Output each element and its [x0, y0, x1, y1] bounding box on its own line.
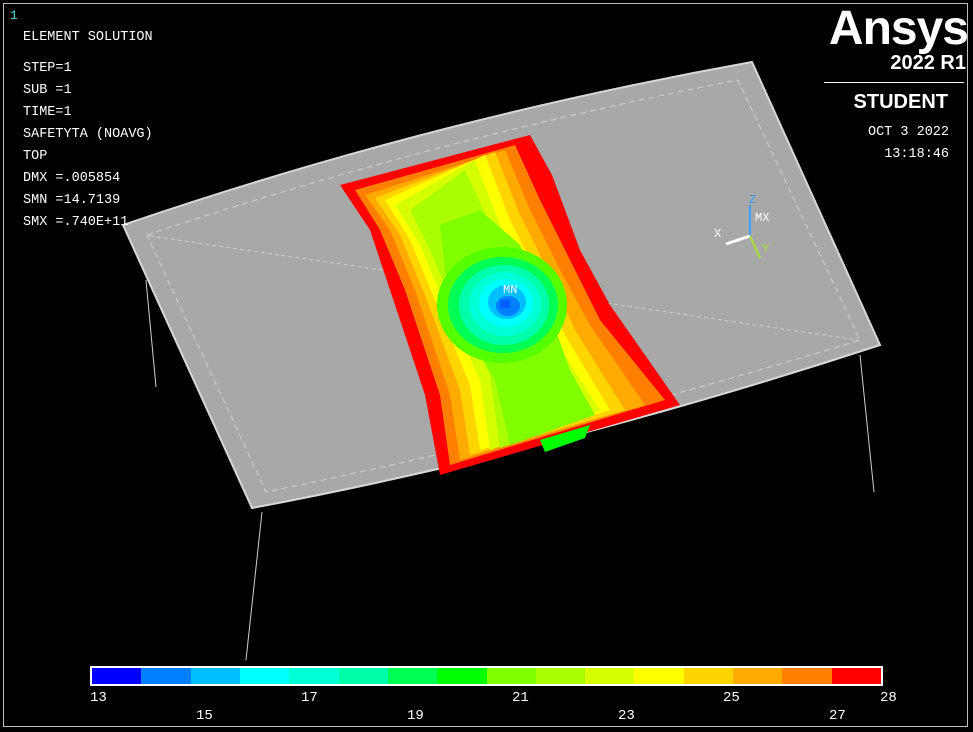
legend-swatch-15 [831, 668, 881, 684]
legend-swatch-3 [239, 668, 290, 684]
logo-word: Ansys [828, 2, 969, 55]
triad-x-label: X [714, 227, 722, 241]
legend-swatch-14 [782, 668, 832, 684]
viewport-frame [3, 3, 968, 727]
support-line [145, 279, 157, 388]
datetime: OCT 3 2022 13:18:46 [868, 125, 949, 169]
logo-divider [824, 82, 964, 83]
legend-swatch-1 [141, 668, 191, 684]
triad-z-label: Z [749, 193, 757, 207]
date-label: OCT 3 2022 [867, 125, 949, 140]
contour-band [340, 135, 680, 475]
legend-swatch-0 [92, 668, 142, 684]
time-label: 13:18:46 [884, 147, 949, 162]
legend-swatch-7 [437, 668, 487, 684]
coordinate-triad [725, 205, 761, 259]
legend-tick: 17 [301, 690, 318, 706]
legend-swatch-8 [486, 668, 536, 684]
info-step: STEP=1 [23, 61, 72, 76]
logo-version: 2022 R1 [890, 52, 966, 74]
info-result: SAFETYTA (NOAVG) [23, 127, 153, 142]
info-title: ELEMENT SOLUTION [23, 30, 153, 45]
logo-edition: STUDENT [853, 91, 948, 113]
window-number: 1 [10, 8, 18, 23]
legend-swatch-5 [338, 668, 388, 684]
legend-swatch-10 [585, 668, 635, 684]
legend-tick: 13 [90, 690, 107, 706]
support-line [245, 511, 263, 661]
info-time: TIME=1 [23, 105, 72, 120]
support-line [859, 354, 875, 493]
ansys-logo: Ansys 2022 R1 [822, 2, 969, 75]
legend-tick: 19 [407, 708, 424, 724]
legend-swatch-4 [289, 668, 339, 684]
legend-tick: 25 [723, 690, 740, 706]
contour-legend [90, 666, 883, 686]
info-dmx: DMX =.005854 [23, 171, 121, 186]
triad-y-label: Y [762, 242, 770, 256]
legend-swatch-2 [190, 668, 240, 684]
legend-tick: 23 [618, 708, 635, 724]
legend-swatch-13 [733, 668, 783, 684]
legend-swatch-11 [634, 668, 684, 684]
max-label: MX [755, 211, 770, 225]
info-layer: TOP [23, 149, 48, 164]
legend-tick: 28 [880, 690, 897, 706]
min-label: MN [503, 283, 518, 297]
info-smx: SMX =.740E+11 [23, 215, 129, 230]
legend-tick: 27 [829, 708, 846, 724]
info-sub: SUB =1 [23, 83, 72, 98]
result-info: ELEMENT SOLUTION STEP=1 SUB =1 TIME=1 SA… [23, 31, 153, 238]
legend-tick: 21 [512, 690, 529, 706]
legend-swatch-9 [535, 668, 586, 684]
legend-swatch-12 [683, 668, 734, 684]
info-smn: SMN =14.7139 [23, 193, 121, 208]
legend-swatch-6 [387, 668, 438, 684]
legend-tick: 15 [196, 708, 213, 724]
